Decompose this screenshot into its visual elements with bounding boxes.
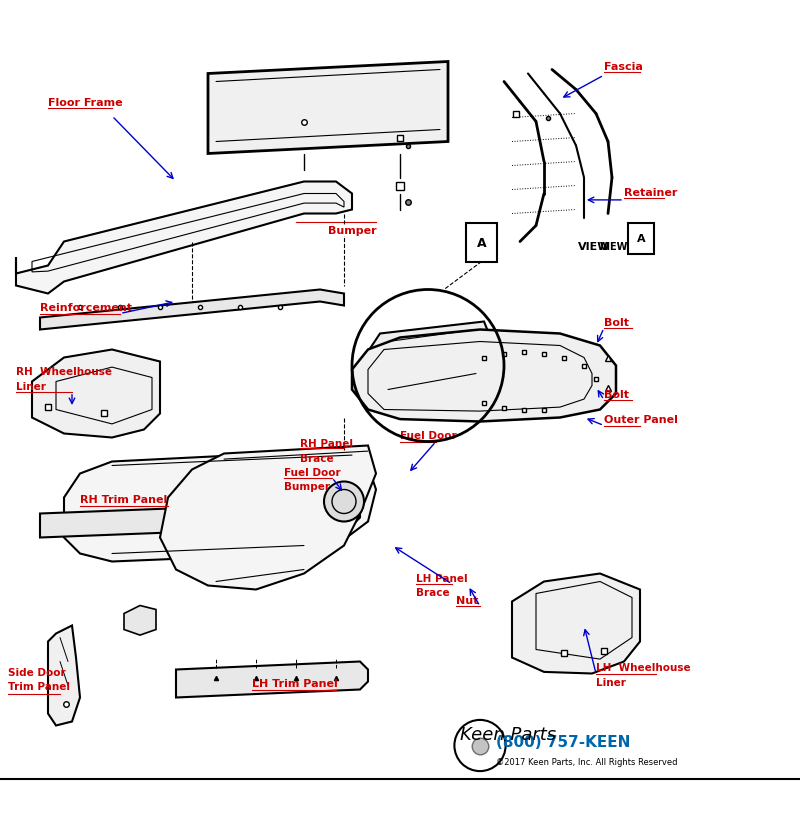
Polygon shape	[208, 63, 448, 155]
Polygon shape	[32, 350, 160, 438]
Text: Reinforcement: Reinforcement	[40, 303, 132, 313]
Text: Trim Panel: Trim Panel	[8, 681, 70, 691]
Polygon shape	[352, 330, 616, 422]
Text: Fuel Door: Fuel Door	[284, 467, 341, 477]
Polygon shape	[40, 502, 360, 538]
Text: Liner: Liner	[596, 676, 626, 686]
Polygon shape	[48, 626, 80, 726]
Text: Fascia: Fascia	[604, 61, 643, 71]
Polygon shape	[124, 606, 156, 635]
Text: Brace: Brace	[300, 453, 334, 463]
Text: Nut: Nut	[456, 595, 478, 605]
Text: A: A	[637, 234, 645, 244]
Text: RH  Wheelhouse: RH Wheelhouse	[16, 367, 112, 377]
Text: Bumper: Bumper	[284, 481, 330, 491]
Text: (800) 757-KEEN: (800) 757-KEEN	[496, 734, 630, 749]
Text: VIEW: VIEW	[600, 242, 628, 251]
Bar	[628, 224, 654, 254]
Text: Bolt: Bolt	[604, 317, 629, 327]
Text: Outer Panel: Outer Panel	[604, 415, 678, 425]
Text: LH Trim Panel: LH Trim Panel	[252, 678, 338, 688]
Text: RH Trim Panel: RH Trim Panel	[80, 495, 167, 504]
Bar	[466, 224, 497, 263]
Polygon shape	[364, 322, 492, 398]
Text: ©2017 Keen Parts, Inc. All Rights Reserved: ©2017 Keen Parts, Inc. All Rights Reserv…	[496, 757, 678, 766]
Text: Brace: Brace	[416, 587, 450, 597]
Text: Side Door: Side Door	[8, 667, 66, 677]
Polygon shape	[176, 662, 368, 698]
Text: A: A	[477, 237, 486, 249]
Polygon shape	[16, 182, 352, 294]
Polygon shape	[40, 290, 344, 330]
Polygon shape	[160, 446, 376, 589]
Text: Fuel Door: Fuel Door	[400, 431, 457, 441]
Text: Keen Parts: Keen Parts	[460, 725, 556, 742]
Polygon shape	[512, 573, 640, 674]
Circle shape	[324, 482, 364, 522]
Text: VIEW: VIEW	[578, 242, 610, 251]
Text: Bumper: Bumper	[328, 225, 376, 235]
Text: Bolt: Bolt	[604, 389, 629, 399]
Polygon shape	[64, 450, 376, 562]
Text: Floor Frame: Floor Frame	[48, 97, 122, 107]
Text: RH Panel: RH Panel	[300, 439, 353, 449]
Text: Retainer: Retainer	[624, 187, 678, 197]
Text: Liner: Liner	[16, 381, 46, 391]
Text: LH  Wheelhouse: LH Wheelhouse	[596, 662, 690, 672]
Text: LH Panel: LH Panel	[416, 573, 468, 583]
